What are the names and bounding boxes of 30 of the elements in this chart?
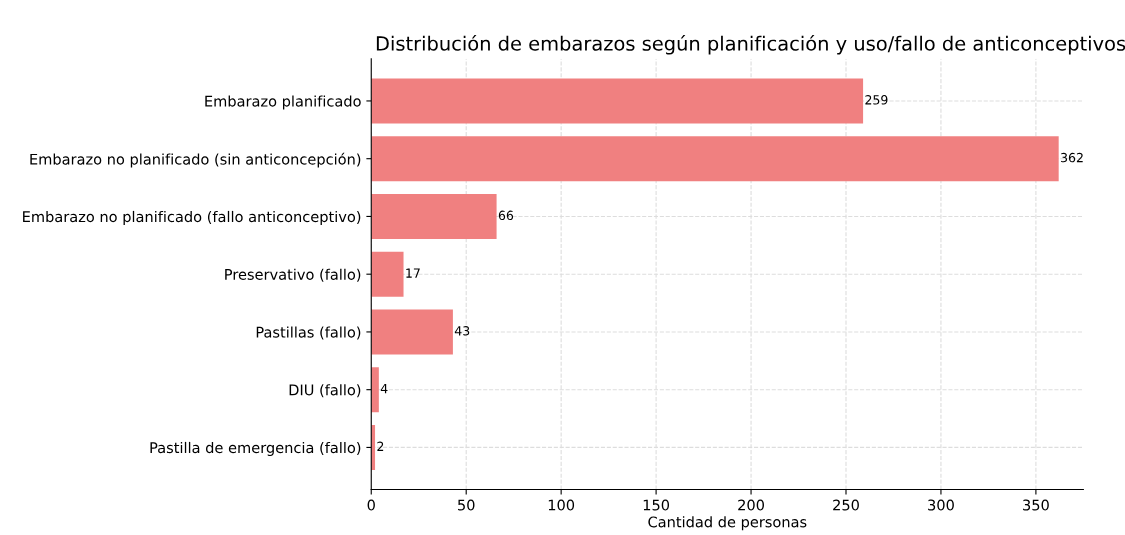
x-tick-label: 100 <box>548 499 575 511</box>
data-label: 66 <box>498 210 514 221</box>
y-tick-label: Pastilla de emergencia (fallo) <box>150 441 361 456</box>
data-label: 43 <box>454 326 470 336</box>
y-tick-label: Preservativo (fallo) <box>225 268 361 282</box>
bar <box>371 136 1059 182</box>
bar <box>371 251 404 297</box>
chart-title: Distribución de embarazos según planificación y uso/fallo de anticonceptivos <box>376 34 1125 55</box>
x-tick-label: 300 <box>928 499 954 511</box>
x-tick-label: 0 <box>367 499 375 511</box>
bar <box>371 193 497 239</box>
data-label: 362 <box>1061 152 1083 163</box>
data-label: 259 <box>865 95 888 105</box>
y-tick-label: Embarazo no planificado (fallo anticonceptivo) <box>23 210 361 226</box>
data-label: 4 <box>380 384 388 394</box>
x-tick-label: 50 <box>458 499 475 511</box>
y-tick-label: DIU (fallo) <box>289 384 361 398</box>
bar <box>371 78 864 124</box>
x-tick-label: 150 <box>643 499 670 511</box>
x-tick-label: 350 <box>1023 499 1049 511</box>
x-axis-title: Cantidad de personas <box>648 516 807 531</box>
data-label: 17 <box>406 268 420 278</box>
y-tick-label: Pastillas (fallo) <box>256 326 361 340</box>
bar <box>371 309 453 355</box>
x-tick-label: 200 <box>738 499 764 511</box>
data-label: 2 <box>377 441 384 451</box>
x-tick-label: 250 <box>833 499 859 511</box>
bar <box>371 367 379 413</box>
y-tick-label: Embarazo planificado <box>205 95 361 110</box>
y-tick-label: Embarazo no planificado (sin anticoncepción) <box>30 152 361 168</box>
